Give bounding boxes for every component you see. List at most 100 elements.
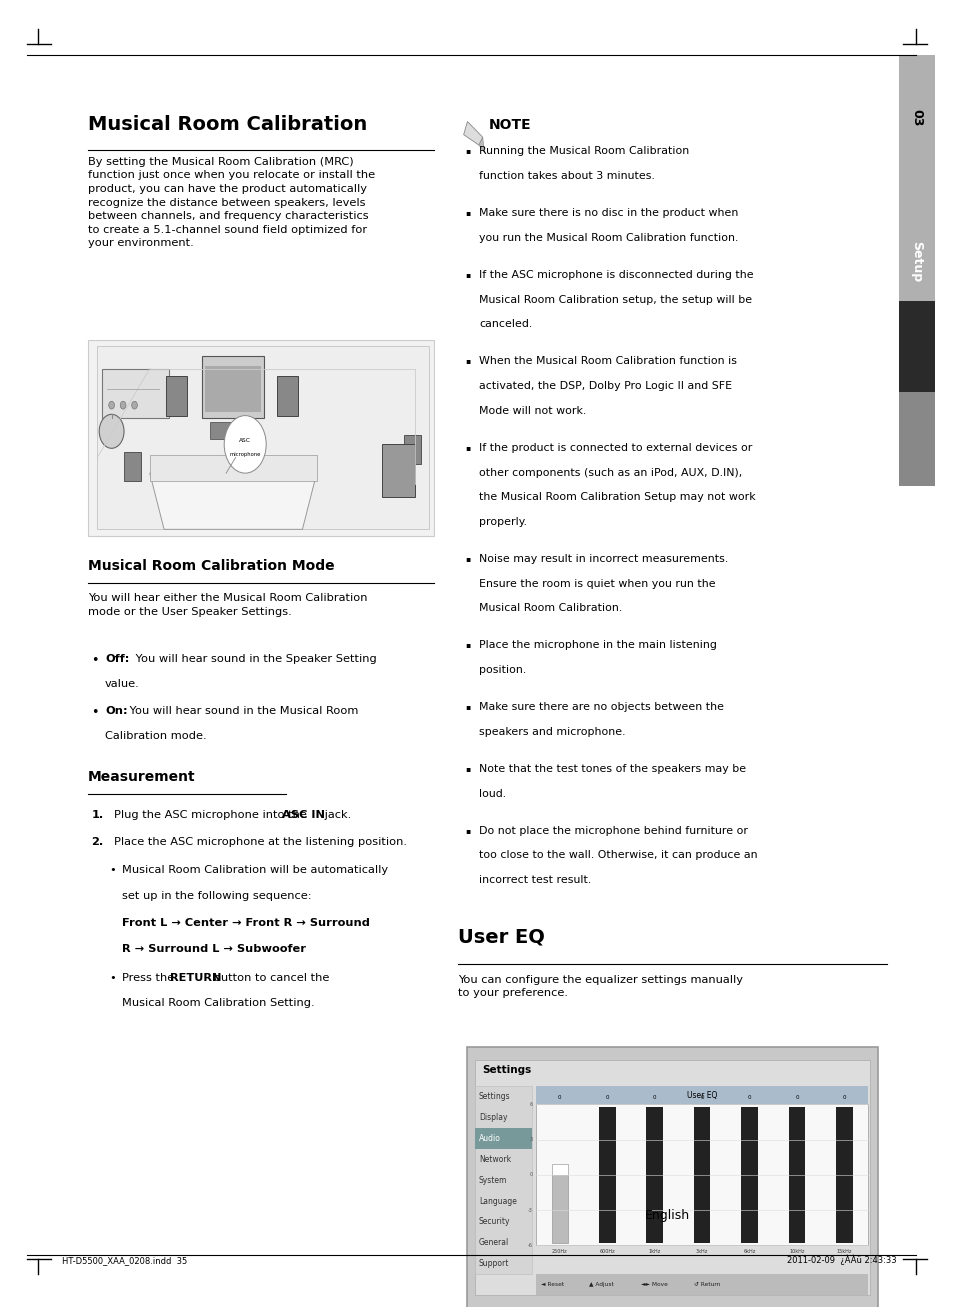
Text: function takes about 3 minutes.: function takes about 3 minutes. xyxy=(478,171,654,182)
Bar xyxy=(166,376,187,416)
Text: 6kHz: 6kHz xyxy=(742,1249,755,1255)
Text: Language: Language xyxy=(478,1196,517,1205)
Bar xyxy=(150,455,316,481)
Text: Running the Musical Room Calibration: Running the Musical Room Calibration xyxy=(478,146,688,157)
Text: ▪: ▪ xyxy=(465,208,470,217)
Text: You will hear sound in the Musical Room: You will hear sound in the Musical Room xyxy=(126,706,358,715)
Text: position.: position. xyxy=(478,665,526,676)
Bar xyxy=(740,1107,757,1243)
Bar xyxy=(551,1165,568,1175)
Bar xyxy=(205,366,261,412)
Text: 15kHz: 15kHz xyxy=(836,1249,851,1255)
Text: Make sure there is no disc in the product when: Make sure there is no disc in the produc… xyxy=(478,208,738,218)
Text: User EQ: User EQ xyxy=(457,928,544,946)
Bar xyxy=(536,1104,867,1246)
Text: If the product is connected to external devices or: If the product is connected to external … xyxy=(478,443,752,452)
Text: Setup: Setup xyxy=(909,240,923,282)
Text: English: English xyxy=(644,1209,690,1222)
Polygon shape xyxy=(463,122,482,145)
Text: microphone: microphone xyxy=(230,452,260,457)
Text: You will hear either the Musical Room Calibration
mode or the User Speaker Setti: You will hear either the Musical Room Ca… xyxy=(88,593,367,617)
Text: 1kHz: 1kHz xyxy=(648,1249,660,1255)
Text: 1.: 1. xyxy=(91,809,104,819)
Text: Network: Network xyxy=(478,1154,511,1163)
Text: 3: 3 xyxy=(529,1137,532,1142)
Text: Calibration mode.: Calibration mode. xyxy=(105,731,207,741)
Bar xyxy=(536,1086,867,1104)
Text: ▪: ▪ xyxy=(465,146,470,156)
Text: set up in the following sequence:: set up in the following sequence: xyxy=(122,891,312,901)
Text: NOTE: NOTE xyxy=(488,118,531,132)
Bar xyxy=(202,356,264,418)
Text: the Musical Room Calibration Setup may not work: the Musical Room Calibration Setup may n… xyxy=(478,493,755,502)
Text: Musical Room Calibration setup, the setup will be: Musical Room Calibration setup, the setu… xyxy=(478,294,751,305)
Text: You will hear sound in the Speaker Setting: You will hear sound in the Speaker Setti… xyxy=(132,654,376,664)
Bar xyxy=(551,1175,568,1243)
Text: 600Hz: 600Hz xyxy=(598,1249,615,1255)
Text: You can configure the equalizer settings manually
to your preference.: You can configure the equalizer settings… xyxy=(457,975,742,999)
Text: ▪: ▪ xyxy=(465,357,470,366)
Text: 0: 0 xyxy=(605,1095,608,1100)
Text: Note that the test tones of the speakers may be: Note that the test tones of the speakers… xyxy=(478,765,745,774)
Text: Display: Display xyxy=(478,1112,507,1121)
Text: ◄ Reset: ◄ Reset xyxy=(540,1282,563,1287)
Text: loud.: loud. xyxy=(478,788,505,799)
Text: ▪: ▪ xyxy=(465,640,470,650)
Text: ▪: ▪ xyxy=(465,271,470,278)
Bar xyxy=(475,1128,532,1149)
Text: System: System xyxy=(478,1175,507,1184)
Bar xyxy=(403,435,420,464)
Text: Security: Security xyxy=(478,1217,510,1226)
Text: 0: 0 xyxy=(841,1095,845,1100)
Text: Musical Room Calibration Setting.: Musical Room Calibration Setting. xyxy=(122,999,314,1009)
Text: Measurement: Measurement xyxy=(88,770,195,784)
Text: activated, the DSP, Dolby Pro Logic II and SFE: activated, the DSP, Dolby Pro Logic II a… xyxy=(478,382,731,391)
Bar xyxy=(898,392,934,486)
Text: Place the microphone in the main listening: Place the microphone in the main listeni… xyxy=(478,640,716,651)
Text: value.: value. xyxy=(105,680,139,689)
Text: Mode will not work.: Mode will not work. xyxy=(478,405,585,416)
Text: button to cancel the: button to cancel the xyxy=(210,972,329,983)
Text: Place the ASC microphone at the listening position.: Place the ASC microphone at the listenin… xyxy=(114,836,407,847)
Text: ▪: ▪ xyxy=(465,765,470,772)
Text: Settings: Settings xyxy=(478,1091,510,1100)
Text: ▪: ▪ xyxy=(465,443,470,452)
Bar xyxy=(475,1086,532,1274)
Text: ASC IN: ASC IN xyxy=(282,809,325,819)
Text: Musical Room Calibration will be automatically: Musical Room Calibration will be automat… xyxy=(122,865,388,876)
Text: too close to the wall. Otherwise, it can produce an: too close to the wall. Otherwise, it can… xyxy=(478,851,757,860)
Text: 10kHz: 10kHz xyxy=(788,1249,804,1255)
Text: HT-D5500_XAA_0208.indd  35: HT-D5500_XAA_0208.indd 35 xyxy=(62,1256,187,1265)
Text: RETURN: RETURN xyxy=(170,972,221,983)
Bar xyxy=(693,1107,710,1243)
Text: •: • xyxy=(109,972,115,983)
Circle shape xyxy=(109,401,114,409)
Text: 250Hz: 250Hz xyxy=(552,1249,567,1255)
Text: •: • xyxy=(91,654,99,667)
Text: 0: 0 xyxy=(795,1095,798,1100)
Text: Off:: Off: xyxy=(105,654,130,664)
Text: speakers and microphone.: speakers and microphone. xyxy=(478,727,625,737)
Text: Musical Room Calibration: Musical Room Calibration xyxy=(88,115,367,135)
Circle shape xyxy=(132,401,137,409)
Text: ↺ Return: ↺ Return xyxy=(693,1282,720,1287)
Text: ▪: ▪ xyxy=(465,554,470,563)
Text: 0: 0 xyxy=(529,1172,532,1178)
Bar xyxy=(898,301,934,392)
Text: Musical Room Calibration Mode: Musical Room Calibration Mode xyxy=(88,559,335,574)
Polygon shape xyxy=(478,137,484,153)
Text: Do not place the microphone behind furniture or: Do not place the microphone behind furni… xyxy=(478,826,747,835)
Text: you run the Musical Room Calibration function.: you run the Musical Room Calibration fun… xyxy=(478,233,738,243)
Bar xyxy=(475,1060,869,1295)
Bar xyxy=(102,369,169,418)
Polygon shape xyxy=(150,473,316,529)
Text: 03: 03 xyxy=(909,108,923,127)
Text: If the ASC microphone is disconnected during the: If the ASC microphone is disconnected du… xyxy=(478,271,753,280)
Text: When the Musical Room Calibration function is: When the Musical Room Calibration functi… xyxy=(478,357,736,366)
Text: Noise may result in incorrect measurements.: Noise may result in incorrect measuremen… xyxy=(478,554,727,565)
Text: On:: On: xyxy=(105,706,128,715)
Text: Musical Room Calibration.: Musical Room Calibration. xyxy=(478,604,621,613)
Text: 0: 0 xyxy=(652,1095,656,1100)
Text: User EQ: User EQ xyxy=(686,1090,717,1099)
Circle shape xyxy=(99,414,124,448)
